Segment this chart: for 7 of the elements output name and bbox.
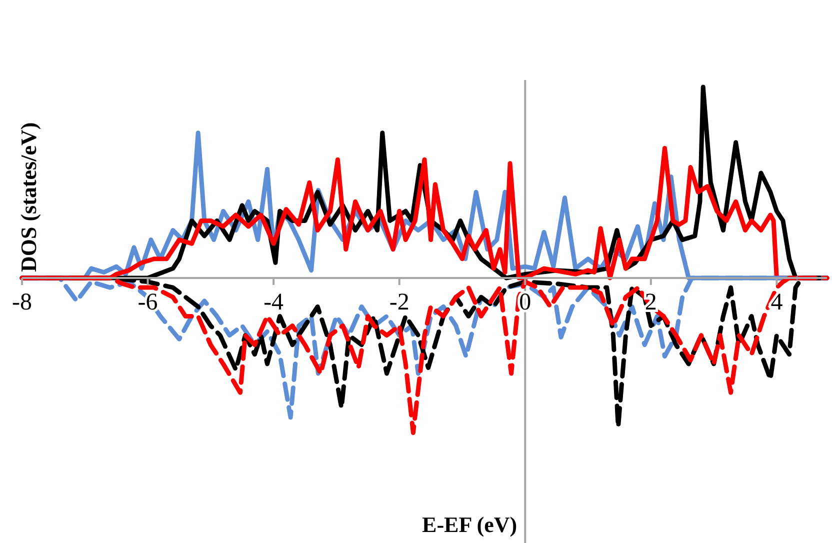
y-axis-title: DOS (states/eV)	[16, 122, 41, 272]
x-tick-label: 0	[519, 290, 532, 316]
x-axis-title: E-EF (eV)	[422, 512, 518, 537]
x-tick-label: 4	[770, 290, 783, 316]
x-tick-label: -2	[389, 290, 410, 316]
x-tick-label: -8	[12, 290, 32, 316]
x-tick-label: -4	[264, 290, 284, 316]
